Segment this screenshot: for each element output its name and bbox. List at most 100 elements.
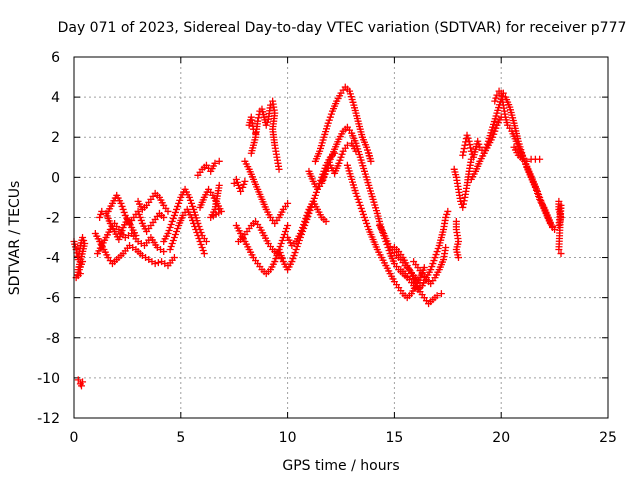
plot-frame: [73, 56, 609, 419]
data-point-arc-07: [164, 207, 172, 215]
data-point-arc-02: [77, 382, 85, 390]
data-point-arc-31: [462, 138, 470, 146]
data-point-arc-20: [336, 156, 344, 164]
data-point-arc-12: [240, 180, 248, 188]
data-point-arc-27: [429, 260, 437, 268]
data-point-arc-35: [555, 246, 563, 254]
data-point-arc-09: [194, 231, 202, 239]
data-point-arc-23: [355, 198, 363, 206]
data-point-arc-06: [96, 213, 104, 221]
data-point-arc-27: [443, 210, 451, 218]
data-point-arc-19: [303, 215, 311, 223]
data-point-arc-08: [175, 199, 183, 207]
data-point-arc-12: [233, 178, 241, 186]
data-point-arc-12: [232, 175, 240, 183]
x-tick-label: 5: [176, 430, 185, 446]
y-tick-label: -2: [46, 210, 60, 226]
data-point-arc-17: [252, 129, 260, 137]
data-point-arc-13: [271, 258, 279, 266]
data-point-arc-20: [335, 159, 343, 167]
data-point-arc-32: [481, 146, 489, 154]
data-point-arc-22: [385, 247, 393, 255]
data-point-arc-13: [280, 230, 288, 238]
data-point-arc-12: [230, 179, 238, 187]
data-point-arc-22: [378, 225, 386, 233]
data-point-arc-21: [326, 113, 334, 121]
x-tick-label: 20: [492, 430, 510, 446]
data-point-arc-31: [492, 124, 500, 132]
data-point-arc-09: [187, 213, 195, 221]
data-point-arc-12: [234, 181, 242, 189]
data-point-arc-12: [239, 183, 247, 191]
data-point-arc-23: [354, 195, 362, 203]
data-point-arc-01: [76, 270, 84, 278]
data-point-arc-13: [276, 243, 284, 251]
x-tick-label: 15: [385, 430, 403, 446]
data-point-arc-35: [557, 250, 565, 258]
data-point-arc-23: [359, 210, 367, 218]
data-point-arc-23: [358, 207, 366, 215]
data-point-arc-08: [176, 196, 184, 204]
data-point-arc-26: [437, 290, 445, 298]
data-point-arc-19: [290, 252, 298, 260]
x-tick-label: 25: [599, 430, 617, 446]
data-point-arc-11: [215, 157, 223, 165]
data-point-arc-08: [173, 205, 181, 213]
data-point-arc-22: [325, 158, 333, 166]
data-point-arc-02: [74, 376, 82, 384]
data-point-arc-30: [459, 203, 467, 211]
data-point-arc-31: [465, 137, 473, 145]
data-point-arc-04: [160, 248, 168, 256]
data-point-arc-22: [322, 167, 330, 175]
data-point-arc-21: [327, 110, 335, 118]
data-point-arc-23: [357, 204, 365, 212]
data-point-arc-31: [475, 140, 483, 148]
data-point-arc-33: [492, 94, 500, 102]
data-point-arc-23: [360, 213, 368, 221]
grid-lines: [74, 57, 608, 418]
data-point-arc-08: [169, 214, 177, 222]
data-point-arc-27: [430, 257, 438, 265]
data-point-arc-27: [433, 248, 441, 256]
data-point-arc-08: [165, 226, 173, 234]
data-point-arc-23: [356, 201, 364, 209]
data-point-arc-31: [459, 148, 467, 156]
data-point-arc-33: [537, 196, 545, 204]
data-point-arc-09: [190, 219, 198, 227]
data-point-arc-09: [198, 244, 206, 252]
data-point-arc-09: [174, 224, 182, 232]
data-point-arc-05: [134, 207, 142, 215]
data-point-arc-12: [237, 187, 245, 195]
data-point-arc-23: [353, 192, 361, 200]
data-point-arc-13: [272, 255, 280, 263]
data-point-arc-30: [459, 200, 467, 208]
data-point-arc-11: [211, 159, 219, 167]
data-point-arc-06: [115, 236, 123, 244]
data-point-arc-15: [284, 199, 292, 207]
data-point-arc-19: [307, 203, 315, 211]
data-point-arc-32: [482, 143, 490, 151]
data-point-arc-33: [551, 225, 559, 233]
data-point-arc-19: [310, 194, 318, 202]
data-point-arc-27: [427, 266, 435, 274]
axes: 0 5 10 15 20 25 -12 -10 -8 -6 -4 -2 0 2 4 6: [37, 50, 617, 446]
data-point-arc-08: [168, 217, 176, 225]
data-point-arc-16: [254, 117, 262, 125]
data-point-arc-19: [300, 224, 308, 232]
data-point-arc-23: [363, 219, 371, 227]
data-point-arc-05: [137, 216, 145, 224]
data-point-arc-33: [536, 193, 544, 201]
data-point-arc-20: [338, 150, 346, 158]
data-point-arc-16: [262, 121, 270, 129]
data-point-arc-19: [277, 252, 285, 260]
data-point-arc-34: [519, 155, 527, 163]
data-point-arc-02: [79, 378, 87, 386]
data-point-arc-06: [118, 226, 126, 234]
data-point-arc-19: [305, 209, 313, 217]
data-point-arc-27: [434, 245, 442, 253]
data-point-arc-09: [196, 238, 204, 246]
data-point-arc-31: [464, 134, 472, 142]
data-point-arc-05: [120, 208, 128, 216]
x-tick-label: 10: [279, 430, 297, 446]
data-point-arc-19: [306, 206, 314, 214]
